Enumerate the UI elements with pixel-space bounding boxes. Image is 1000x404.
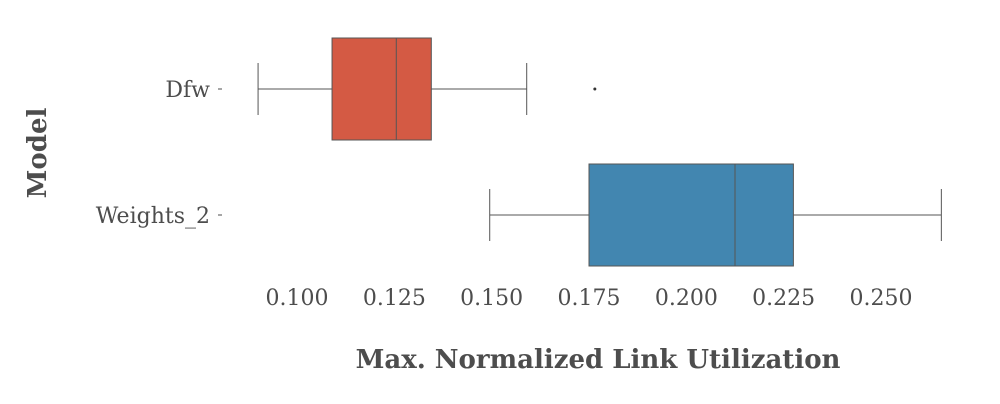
- x-tick-label: 0.250: [850, 286, 913, 311]
- iqr-box: [331, 37, 432, 141]
- y-tick-label-weights-2: Weights_2: [96, 204, 210, 229]
- x-tick-label: 0.100: [266, 286, 329, 311]
- x-axis-title: Max. Normalized Link Utilization: [356, 345, 841, 375]
- iqr-box: [588, 163, 794, 267]
- x-tick-label: 0.200: [655, 286, 718, 311]
- x-axis-ticks: 0.100 0.125 0.150 0.175 0.200 0.225 0.250: [266, 286, 913, 311]
- y-axis-title: Model: [23, 108, 53, 199]
- x-tick-label: 0.125: [363, 286, 426, 311]
- box-dfw: [257, 37, 597, 141]
- box-weights-2: [489, 163, 942, 267]
- plot-area: [257, 37, 942, 267]
- outlier-point: [593, 87, 597, 91]
- x-tick-label: 0.225: [752, 286, 815, 311]
- x-tick-label: 0.175: [558, 286, 621, 311]
- y-tick-label-dfw: Dfw: [165, 78, 210, 103]
- y-axis-ticks: Dfw Weights_2: [96, 78, 222, 229]
- x-tick-label: 0.150: [460, 286, 523, 311]
